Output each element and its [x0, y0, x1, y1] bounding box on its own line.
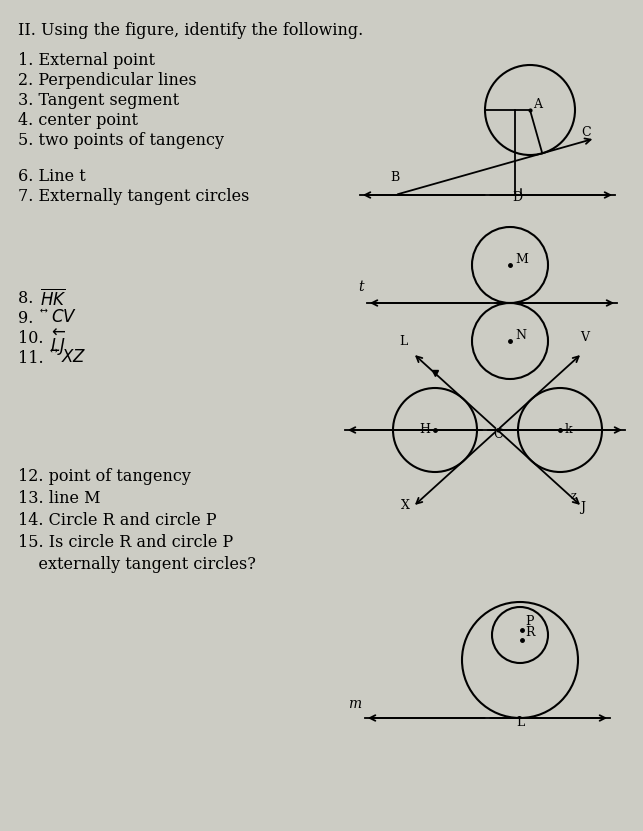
Text: V: V	[580, 331, 589, 344]
Text: B: B	[390, 171, 399, 184]
Text: 13. line M: 13. line M	[18, 490, 100, 507]
Text: 14. Circle R and circle P: 14. Circle R and circle P	[18, 512, 217, 529]
Text: t: t	[358, 280, 364, 294]
Text: 11.: 11.	[18, 350, 49, 367]
Text: X: X	[401, 499, 410, 512]
Text: z: z	[570, 491, 576, 501]
Text: N: N	[515, 329, 526, 342]
Text: m: m	[348, 697, 361, 711]
Text: 4. center point: 4. center point	[18, 112, 138, 129]
Text: 10.: 10.	[18, 330, 49, 347]
Text: J: J	[580, 501, 585, 514]
Text: 6. Line t: 6. Line t	[18, 168, 86, 185]
Text: R: R	[525, 626, 534, 639]
Text: C: C	[493, 428, 503, 441]
Text: $\overleftrightarrow{CV}$: $\overleftrightarrow{CV}$	[40, 308, 77, 326]
Text: II. Using the figure, identify the following.: II. Using the figure, identify the follo…	[18, 22, 363, 39]
Text: $\overleftarrow{LJ}$: $\overleftarrow{LJ}$	[50, 328, 67, 358]
Text: k: k	[565, 423, 573, 436]
Text: L: L	[399, 335, 407, 348]
Text: 2. Perpendicular lines: 2. Perpendicular lines	[18, 72, 197, 89]
Text: C: C	[581, 126, 591, 140]
Text: 12. point of tangency: 12. point of tangency	[18, 468, 191, 485]
Text: 1. External point: 1. External point	[18, 52, 155, 69]
Text: D: D	[512, 191, 522, 204]
Text: 7. Externally tangent circles: 7. Externally tangent circles	[18, 188, 249, 205]
Text: $\overline{HK}$: $\overline{HK}$	[40, 288, 66, 309]
Text: 8.: 8.	[18, 290, 39, 307]
Text: 5. two points of tangency: 5. two points of tangency	[18, 132, 224, 149]
Text: 3. Tangent segment: 3. Tangent segment	[18, 92, 179, 109]
Text: P: P	[525, 615, 534, 628]
Text: H: H	[419, 423, 430, 436]
Text: $\overleftrightarrow{XZ}$: $\overleftrightarrow{XZ}$	[50, 348, 86, 366]
Text: 9.: 9.	[18, 310, 39, 327]
Text: L: L	[516, 716, 524, 729]
Text: 15. Is circle R and circle P: 15. Is circle R and circle P	[18, 534, 233, 551]
Text: externally tangent circles?: externally tangent circles?	[18, 556, 256, 573]
Text: M: M	[515, 253, 528, 266]
Text: A: A	[533, 98, 542, 111]
